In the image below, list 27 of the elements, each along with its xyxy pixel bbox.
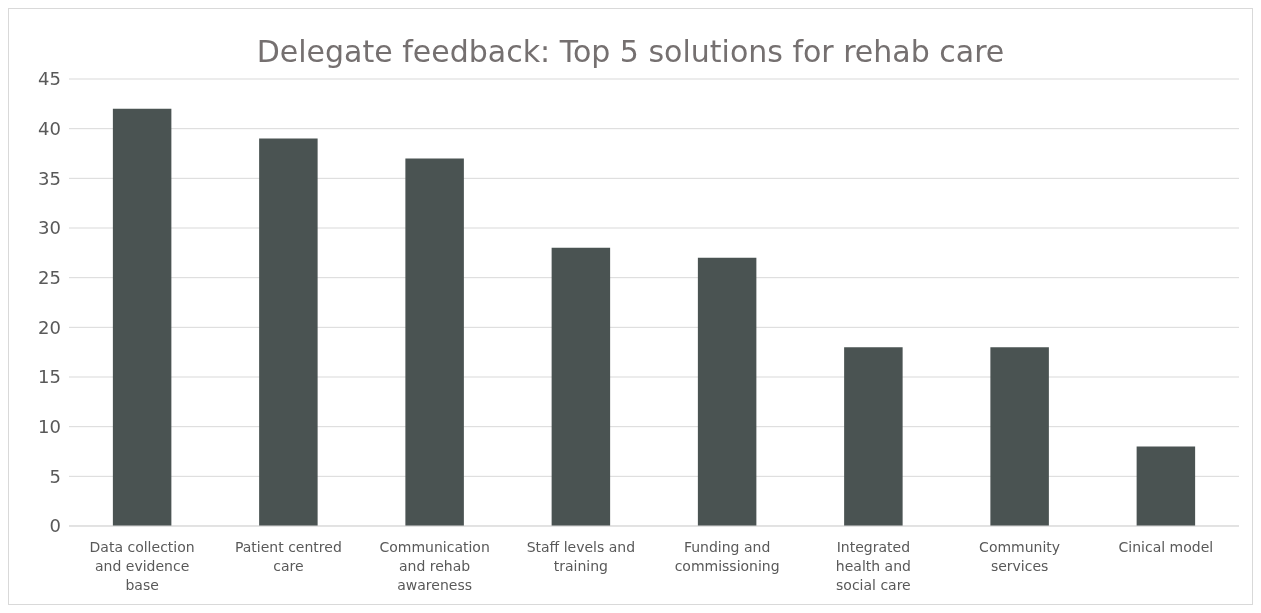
y-tick-label: 25 <box>38 267 61 289</box>
y-tick-label: 30 <box>38 217 61 239</box>
x-tick-label: Data collection and evidence base <box>89 539 195 593</box>
x-tick-label: Integrated health and social care <box>835 539 911 593</box>
bar <box>551 247 611 526</box>
bar <box>405 158 464 526</box>
chart-title: Delegate feedback: Top 5 solutions for rehab care <box>255 33 1006 69</box>
y-tick-label: 5 <box>49 465 61 487</box>
y-tick-label: 0 <box>49 515 61 537</box>
y-tick-label: 35 <box>38 167 61 189</box>
x-tick-label: Funding and commissioning <box>674 539 780 574</box>
x-tick-label: Communication and rehab awareness <box>379 539 490 593</box>
y-tick-label: 45 <box>38 68 61 90</box>
bar <box>1136 446 1196 526</box>
bar <box>697 257 757 526</box>
x-tick-label: Cinical model <box>1118 539 1214 555</box>
y-tick-label: 20 <box>38 316 61 338</box>
bar <box>112 108 172 526</box>
bar <box>990 347 1049 526</box>
bar <box>844 347 903 526</box>
y-tick-label: 10 <box>38 416 61 438</box>
x-tick-label: Staff levels and training <box>526 539 636 574</box>
x-tick-label: Community services <box>979 539 1061 574</box>
bar <box>259 138 318 526</box>
x-tick-label: Patient centred care <box>234 539 342 574</box>
y-tick-label: 15 <box>38 366 61 388</box>
y-tick-label: 40 <box>38 118 61 140</box>
